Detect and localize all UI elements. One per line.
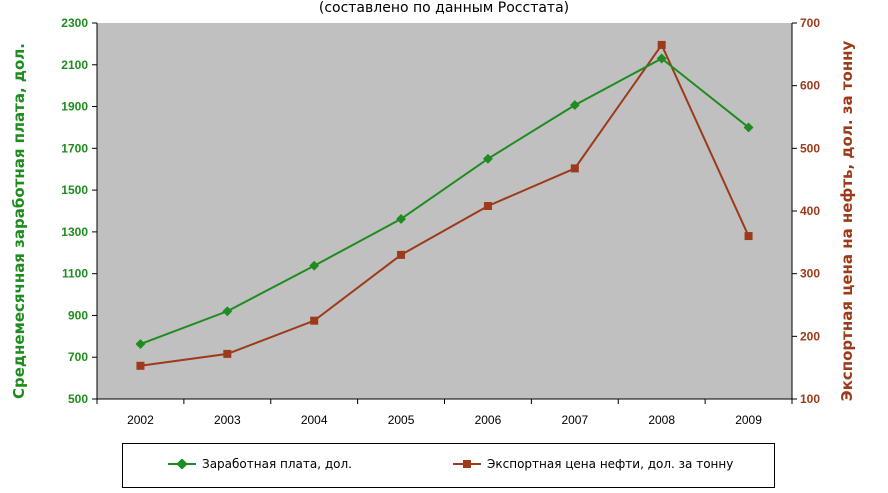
left-axis-title: Среднемесячная заработная плата, дол. [10, 43, 28, 399]
right-tick-label: 700 [800, 16, 820, 30]
data-point-salary [396, 213, 407, 224]
data-point-oil [397, 250, 406, 259]
data-point-oil [657, 40, 666, 49]
left-tick-label: 500 [68, 392, 88, 406]
data-point-oil [136, 361, 145, 370]
left-tick-label: 1300 [61, 225, 88, 239]
data-point-oil [570, 164, 579, 173]
x-tick-label: 2007 [561, 413, 588, 427]
right-tick-label: 600 [800, 79, 820, 93]
left-tick-label: 1100 [62, 267, 88, 281]
x-tick-label: 2006 [475, 413, 502, 427]
x-tick-label: 2008 [648, 413, 675, 427]
x-tick-label: 2009 [735, 413, 762, 427]
data-point-oil [223, 349, 232, 358]
data-point-salary [656, 53, 667, 64]
legend-swatch-oil [453, 460, 481, 468]
data-point-oil [483, 201, 492, 210]
legend-item-oil: Экспортная цена нефти, дол. за тонну [453, 457, 733, 471]
data-point-oil [744, 232, 753, 241]
x-tick-label: 2003 [214, 413, 241, 427]
data-point-salary [222, 306, 233, 317]
left-tick-label: 1700 [61, 141, 88, 155]
right-tick-label: 100 [800, 392, 820, 406]
data-point-salary [309, 260, 320, 271]
left-tick-label: 900 [68, 308, 88, 322]
data-point-salary [135, 339, 146, 350]
right-tick-label: 200 [800, 329, 820, 343]
x-tick-label: 2002 [127, 413, 154, 427]
left-tick-label: 1900 [61, 100, 88, 114]
legend-label-oil: Экспортная цена нефти, дол. за тонну [487, 457, 734, 471]
data-point-salary [569, 100, 580, 111]
dual-axis-line-chart: 500 700 900 1100 1300 1500 1700 1900 2100 2300 100… [10, 16, 856, 427]
left-tick-label: 2300 [61, 16, 88, 30]
legend-label-salary: Заработная плата, дол. [202, 457, 352, 471]
legend-item-salary: Заработная плата, дол. [168, 457, 352, 471]
series-line-salary [140, 57, 750, 345]
legend-swatch-salary [168, 459, 196, 469]
chart-legend: Заработная плата, дол. Экспортная цена н… [122, 443, 775, 488]
left-tick-label: 700 [68, 350, 88, 364]
data-point-oil [310, 316, 319, 325]
left-tick-label: 1500 [61, 183, 88, 197]
x-tick-label: 2005 [388, 413, 415, 427]
x-tick-label: 2004 [301, 413, 328, 427]
data-point-salary [743, 122, 754, 133]
left-tick-label: 2100 [61, 58, 88, 72]
right-axis-title: Экспортная цена на нефть, дол. за тонну [838, 40, 856, 401]
data-point-salary [482, 153, 493, 164]
right-tick-label: 400 [800, 204, 820, 218]
right-tick-label: 500 [800, 141, 820, 155]
chart-subtitle: (составлено по данным Росстата) [318, 0, 570, 16]
right-tick-label: 300 [800, 267, 820, 281]
plot-area [97, 23, 792, 399]
